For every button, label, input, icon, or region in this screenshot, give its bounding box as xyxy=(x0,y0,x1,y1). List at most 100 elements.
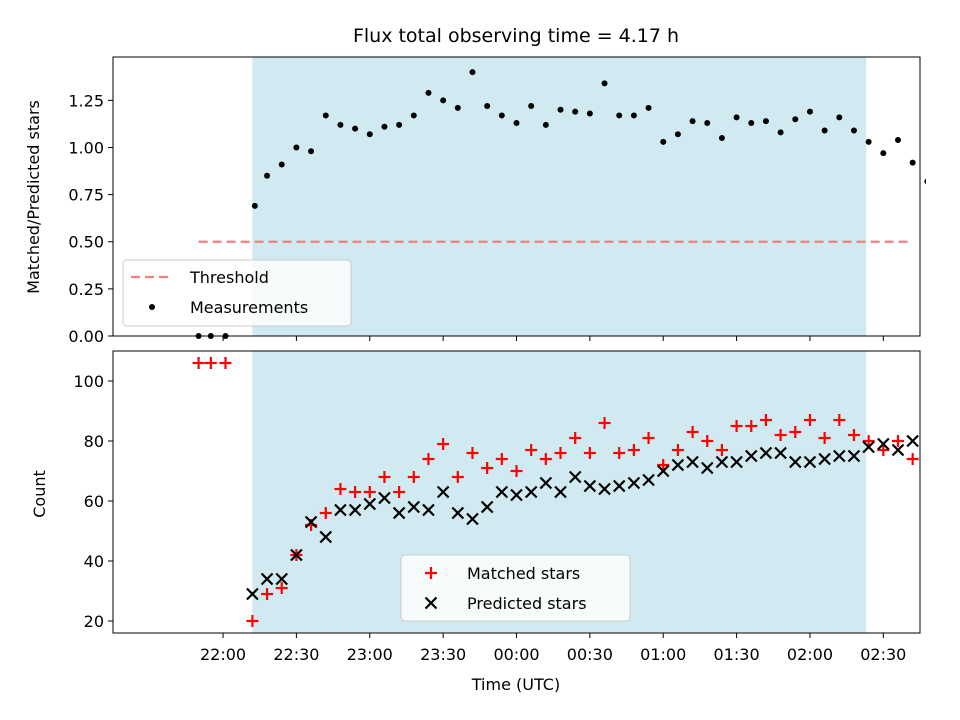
matched-star-point xyxy=(466,447,479,459)
matched-star-point xyxy=(422,453,435,465)
bottom-y-tick-label: 80 xyxy=(84,432,104,451)
predicted-star-point xyxy=(642,473,655,487)
top-axes-frame xyxy=(112,56,921,337)
matched-star-point xyxy=(319,507,332,519)
matched-star-point xyxy=(583,447,596,459)
predicted-star-point xyxy=(759,446,773,460)
predicted-star-point xyxy=(598,482,611,496)
predicted-star-point xyxy=(583,479,597,493)
predicted-star-point xyxy=(260,572,274,586)
measurement-point xyxy=(586,110,593,117)
matched-star-point xyxy=(569,432,582,444)
matched-star-point xyxy=(891,435,904,447)
measurement-point xyxy=(909,159,916,166)
predicted-star-point xyxy=(803,455,817,469)
x-tick-label: 22:00 xyxy=(200,645,246,664)
measurement-point xyxy=(469,69,476,76)
predicted-star-point xyxy=(275,572,289,586)
top-y-tick-label: 0.75 xyxy=(68,186,104,205)
predicted-star-point xyxy=(392,506,406,520)
matched-star-point xyxy=(437,438,450,450)
predicted-star-point xyxy=(539,476,553,490)
bottom-legend: Matched stars Predicted stars xyxy=(400,554,631,622)
predicted-star-point xyxy=(466,512,479,526)
predicted-star-point xyxy=(510,488,523,502)
predicted-star-point xyxy=(891,443,905,457)
legend-matched-swatch xyxy=(425,567,437,579)
matched-star-point xyxy=(642,432,655,444)
matched-star-point xyxy=(803,414,816,426)
matched-star-point xyxy=(246,615,259,627)
measurement-point xyxy=(498,112,505,119)
legend-threshold-label: Threshold xyxy=(189,268,269,287)
measurement-point xyxy=(777,129,784,136)
top-data-marks xyxy=(195,69,960,339)
matched-star-point xyxy=(847,429,860,441)
predicted-star-point xyxy=(480,500,494,514)
matched-star-point xyxy=(951,522,960,534)
measurement-point xyxy=(880,150,887,157)
bottom-y-axis-label: Count xyxy=(30,470,49,518)
bottom-y-tick-label: 40 xyxy=(84,552,104,571)
measurement-point xyxy=(718,135,725,142)
bottom-data-marks xyxy=(192,357,960,627)
predicted-star-point xyxy=(922,445,933,456)
x-tick-label: 01:00 xyxy=(640,645,686,664)
measurement-point xyxy=(308,148,315,155)
predicted-star-point xyxy=(554,485,567,499)
matched-star-point xyxy=(613,447,626,459)
predicted-star-point xyxy=(304,515,318,529)
predicted-star-point xyxy=(686,455,699,469)
legend-matched-label: Matched stars xyxy=(467,564,580,583)
predicted-star-point xyxy=(877,437,890,451)
matched-star-point xyxy=(877,444,890,456)
predicted-star-point xyxy=(862,440,875,454)
measurement-point xyxy=(513,119,520,126)
measurement-point xyxy=(954,141,960,147)
matched-star-point xyxy=(921,486,933,498)
measurement-point xyxy=(352,125,359,132)
matched-star-point xyxy=(657,459,670,471)
x-tick-label: 23:00 xyxy=(347,645,393,664)
measurement-point xyxy=(366,131,373,138)
x-tick-label: 00:00 xyxy=(493,645,539,664)
predicted-star-point xyxy=(847,449,861,463)
measurement-point xyxy=(396,121,403,128)
measurement-point xyxy=(601,80,608,87)
measurement-point xyxy=(410,112,417,119)
top-y-tick-label: 1.25 xyxy=(68,91,104,110)
legend-predicted-label: Predicted stars xyxy=(467,594,587,613)
predicted-star-point xyxy=(937,493,948,504)
predicted-star-point xyxy=(774,446,787,460)
matched-star-point xyxy=(862,435,875,447)
predicted-star-point xyxy=(730,455,743,469)
matched-star-point xyxy=(192,357,205,369)
top-y-axis-label: Matched/Predicted stars xyxy=(24,100,43,294)
predicted-star-point xyxy=(744,449,758,463)
predicted-star-point xyxy=(612,479,626,493)
measurement-point xyxy=(572,108,579,115)
matched-star-point xyxy=(349,486,362,498)
x-tick-label: 02:30 xyxy=(860,645,906,664)
measurement-point xyxy=(425,89,432,96)
measurement-point xyxy=(322,112,329,119)
measurement-point xyxy=(894,136,901,143)
predicted-star-point xyxy=(422,503,435,517)
top-y-tick-label: 0.25 xyxy=(68,280,104,299)
measurement-point xyxy=(293,144,300,151)
predicted-star-point xyxy=(363,497,377,511)
top-y-axis-ticks: 0.00 0.25 0.50 0.75 1.00 1.25 xyxy=(68,91,113,346)
bottom-y-axis-ticks: 20 40 60 80 100 xyxy=(73,372,113,631)
measurement-point xyxy=(278,161,285,168)
matched-star-point xyxy=(833,414,846,426)
top-y-tick-label: 0.00 xyxy=(68,327,104,346)
matched-star-point xyxy=(818,432,831,444)
x-tick-label: 00:30 xyxy=(567,645,613,664)
legend-measurements-label: Measurements xyxy=(190,298,308,317)
measurement-point xyxy=(924,178,926,185)
flux-ratio-panel: Flux total observing time = 4.17 h 0.000… xyxy=(24,25,960,346)
matched-star-point xyxy=(525,444,538,456)
matched-star-point xyxy=(598,417,611,429)
measurement-point xyxy=(806,108,813,115)
matched-star-point xyxy=(261,588,274,600)
